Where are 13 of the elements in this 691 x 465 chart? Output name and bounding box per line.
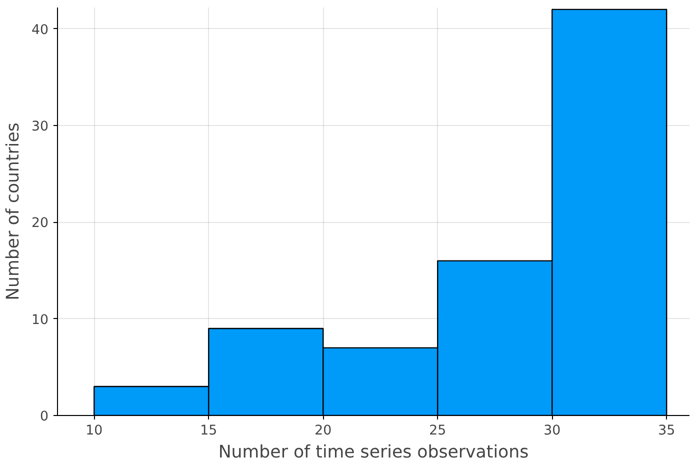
x-tick-label: 15 [200, 424, 218, 438]
y-tick-label: 30 [32, 119, 49, 134]
x-axis-title: Number of time series observations [218, 442, 529, 462]
y-tick-label: 40 [32, 22, 49, 38]
y-tick-label: 20 [32, 216, 49, 232]
x-tick-label: 35 [658, 424, 676, 438]
y-tick-label: 0 [40, 410, 49, 424]
x-tick-label: 30 [544, 424, 561, 438]
x-tick-label: 20 [314, 424, 332, 438]
y-tick-label: 10 [32, 312, 49, 328]
x-tick-label: 10 [86, 424, 103, 438]
y-axis-title: Number of countries [4, 122, 24, 300]
x-tick-label: 25 [429, 424, 446, 438]
